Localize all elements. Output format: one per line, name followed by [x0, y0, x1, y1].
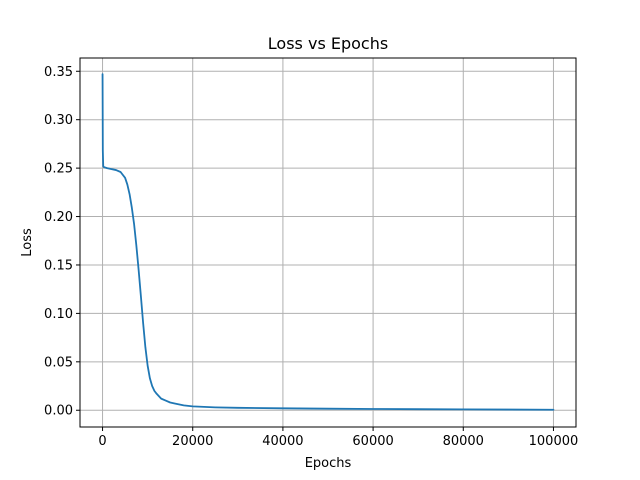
plot-frame: [79, 57, 577, 428]
series-group: [101, 73, 555, 411]
x-tick-label: 100000: [529, 434, 579, 449]
y-axis-label: Loss: [20, 228, 35, 257]
y-tick-label: 0.30: [44, 113, 73, 128]
x-axis: 0 20000 40000 60000 80000 100000: [98, 427, 578, 449]
loss-series-line: [101, 73, 555, 411]
y-tick-label: 0.15: [44, 258, 73, 273]
x-tick-label: 80000: [443, 434, 484, 449]
y-tick-label: 0.10: [44, 307, 73, 322]
y-tick-label: 0.00: [44, 404, 73, 419]
y-axis: 0.00 0.05 0.10 0.15 0.20 0.25 0.30 0.35: [44, 65, 80, 419]
y-tick-label: 0.05: [44, 355, 73, 370]
y-tick-label: 0.35: [44, 65, 73, 80]
x-tick-label: 20000: [172, 434, 213, 449]
y-tick-label: 0.25: [44, 162, 73, 177]
grid: [80, 58, 576, 427]
x-tick-label: 0: [98, 434, 106, 449]
x-tick-label: 60000: [352, 434, 393, 449]
chart-title: Loss vs Epochs: [268, 34, 388, 53]
x-axis-label: Epochs: [305, 456, 352, 471]
y-tick-label: 0.20: [44, 210, 73, 225]
x-tick-label: 40000: [262, 434, 303, 449]
